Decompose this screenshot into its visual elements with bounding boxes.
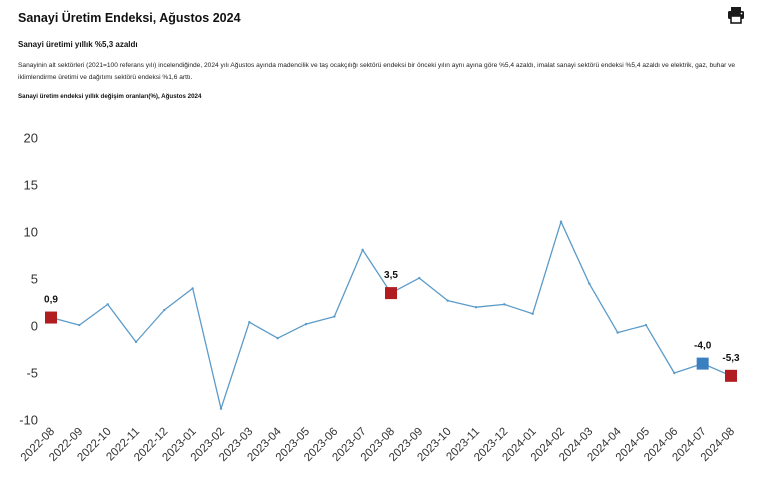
data-point xyxy=(78,323,81,327)
data-point xyxy=(616,331,619,334)
data-point xyxy=(418,276,421,280)
printer-icon xyxy=(728,7,744,24)
data-label: -5,3 xyxy=(722,353,740,364)
data-label: 3,5 xyxy=(384,270,398,281)
y-tick-label: 10 xyxy=(24,225,38,240)
data-point xyxy=(304,322,308,326)
y-tick-label: 20 xyxy=(24,131,38,146)
highlight-marker xyxy=(385,287,397,300)
data-point xyxy=(333,315,336,318)
data-point xyxy=(276,337,279,340)
data-point xyxy=(248,321,251,324)
data-point xyxy=(531,312,534,315)
data-point xyxy=(163,308,166,312)
y-tick-label: -5 xyxy=(26,366,38,381)
summary-paragraph: Sanayinin alt sektörleri (2021=100 refer… xyxy=(18,62,736,81)
highlight-marker xyxy=(696,357,709,370)
highlight-marker xyxy=(725,369,737,382)
headline-subtitle: Sanayi üretimi yıllık %5,3 azaldı xyxy=(18,40,138,49)
data-point xyxy=(474,306,478,309)
print-button[interactable] xyxy=(726,6,746,24)
data-point xyxy=(106,303,109,306)
data-label: 0,9 xyxy=(44,295,58,306)
data-point xyxy=(361,248,364,252)
y-tick-label: -10 xyxy=(19,413,38,428)
data-point xyxy=(446,299,449,302)
series-line xyxy=(50,221,732,410)
data-point xyxy=(588,282,591,285)
data-point xyxy=(191,287,194,290)
data-point xyxy=(673,371,676,375)
data-point xyxy=(559,220,563,223)
y-tick-label: 5 xyxy=(31,272,38,287)
data-label: -4,0 xyxy=(694,341,712,352)
data-point xyxy=(503,303,506,306)
y-tick-label: 0 xyxy=(31,319,38,334)
y-tick-label: 15 xyxy=(24,178,38,193)
data-point xyxy=(644,323,648,327)
highlight-marker xyxy=(45,311,57,324)
data-point xyxy=(219,407,223,410)
chart-title: Sanayi üretim endeksi yıllık değişim ora… xyxy=(18,93,202,100)
data-point xyxy=(134,340,138,344)
page-title: Sanayi Üretim Endeksi, Ağustos 2024 xyxy=(18,11,241,25)
